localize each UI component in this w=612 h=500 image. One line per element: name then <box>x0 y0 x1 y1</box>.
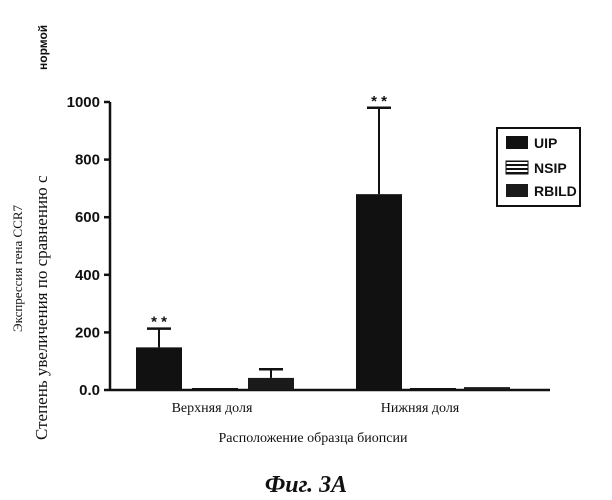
y-tick-label: 400 <box>75 267 100 284</box>
y-ticks: 0.0 200 400 600 800 1000 <box>67 94 110 399</box>
significance-marker: * * <box>371 93 387 110</box>
y-axis-label-line3: нормой <box>36 25 50 70</box>
category-label-upper: Верхняя доля <box>172 401 253 416</box>
category-label-lower: Нижняя доля <box>381 401 460 416</box>
legend-swatch-uip <box>506 136 528 149</box>
legend-swatch-nsip <box>506 161 528 174</box>
legend-swatch-rbild <box>506 184 528 197</box>
y-axis-label-line2: Степень увеличения по сравнению с <box>32 175 51 440</box>
bar <box>192 388 238 390</box>
bar <box>464 387 510 390</box>
legend-label-nsip: NSIP <box>534 160 567 176</box>
figure-caption: Фиг. 3А <box>265 472 347 498</box>
bars: * * * * <box>136 93 510 390</box>
legend: UIP NSIP RBILD <box>497 128 580 206</box>
x-axis-label: Расположение образца биопсии <box>219 431 408 446</box>
y-axis-label-line1: Экспрессия гена CCR7 <box>10 204 25 332</box>
y-tick-label: 0.0 <box>79 382 100 399</box>
legend-label-uip: UIP <box>534 135 557 151</box>
significance-marker: * * <box>151 314 167 331</box>
bar <box>136 347 182 390</box>
legend-label-rbild: RBILD <box>534 183 577 199</box>
y-tick-label: 800 <box>75 152 100 169</box>
y-tick-label: 1000 <box>67 94 100 111</box>
bar <box>248 378 294 390</box>
bar <box>410 388 456 390</box>
y-tick-label: 600 <box>75 209 100 226</box>
y-tick-label: 200 <box>75 324 100 341</box>
bar <box>356 194 402 390</box>
